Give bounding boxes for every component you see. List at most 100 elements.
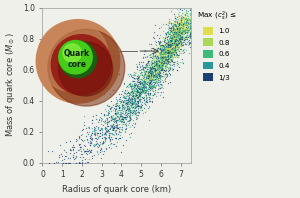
Point: [88, 149, 93, 152]
Point: [97, 129, 102, 132]
Point: [151, 79, 156, 82]
Point: [112, 126, 117, 129]
Point: [160, 50, 165, 53]
Point: [169, 60, 173, 64]
Point: [131, 91, 136, 94]
Point: [152, 57, 156, 60]
Point: [182, 27, 186, 30]
Point: [154, 62, 159, 65]
Point: [168, 27, 173, 30]
Point: [164, 56, 169, 59]
Point: [122, 94, 126, 97]
Point: [172, 34, 177, 38]
Point: [146, 81, 151, 85]
Point: [135, 97, 140, 100]
Point: [158, 63, 163, 66]
Point: [111, 128, 116, 131]
Point: [181, 24, 186, 27]
Point: [158, 64, 162, 67]
Point: [175, 28, 180, 31]
Point: [163, 45, 167, 48]
Point: [142, 102, 146, 105]
Point: [154, 63, 159, 66]
Point: [168, 54, 173, 57]
Point: [152, 76, 157, 79]
Point: [120, 102, 124, 105]
Point: [176, 32, 181, 35]
Point: [162, 61, 167, 64]
Point: [149, 70, 154, 73]
Point: [152, 86, 156, 89]
Point: [175, 45, 179, 48]
Point: [165, 67, 170, 70]
Point: [135, 80, 140, 83]
Point: [169, 50, 173, 53]
Point: [88, 139, 93, 142]
Point: [172, 41, 177, 44]
Point: [177, 26, 182, 29]
Point: [170, 41, 175, 44]
Point: [171, 43, 176, 46]
Point: [152, 61, 157, 65]
Point: [153, 67, 158, 70]
Point: [173, 32, 178, 35]
Point: [108, 124, 113, 127]
Point: [149, 46, 154, 50]
Point: [140, 78, 145, 82]
Point: [175, 28, 179, 31]
Point: [159, 56, 164, 59]
Point: [174, 17, 178, 20]
Point: [107, 137, 112, 141]
Point: [91, 115, 96, 118]
Point: [172, 25, 177, 28]
Point: [152, 53, 157, 56]
Point: [175, 36, 179, 39]
Point: [185, 29, 190, 32]
Point: [134, 93, 139, 96]
Point: [169, 27, 173, 30]
Point: [183, 18, 188, 22]
Point: [131, 76, 136, 79]
Point: [148, 55, 153, 58]
Point: [133, 105, 138, 108]
Point: [181, 30, 185, 33]
Point: [186, 41, 191, 44]
Point: [187, 19, 192, 22]
Point: [137, 87, 142, 90]
Point: [157, 37, 162, 40]
Point: [158, 72, 163, 75]
Point: [141, 89, 146, 92]
Point: [187, 21, 192, 25]
Point: [176, 38, 181, 42]
Point: [155, 59, 160, 62]
Point: [150, 70, 155, 73]
Point: [165, 57, 170, 61]
Point: [159, 25, 164, 29]
Point: [161, 62, 166, 65]
Point: [138, 99, 143, 102]
Point: [181, 26, 185, 29]
Point: [172, 43, 176, 46]
Point: [116, 108, 121, 111]
Point: [89, 138, 94, 141]
Point: [182, 13, 187, 17]
Point: [176, 39, 181, 42]
Point: [168, 42, 173, 45]
Point: [155, 63, 160, 66]
Point: [184, 12, 189, 15]
Point: [157, 80, 161, 83]
Point: [167, 66, 172, 69]
Point: [160, 54, 164, 57]
Point: [172, 45, 177, 48]
Point: [135, 67, 140, 70]
Point: [166, 49, 171, 52]
Point: [137, 100, 142, 103]
Point: [168, 47, 173, 50]
Point: [169, 47, 174, 50]
Point: [166, 48, 171, 51]
Point: [160, 59, 165, 62]
Point: [128, 98, 133, 102]
Point: [163, 54, 167, 57]
Point: [187, 12, 192, 15]
Point: [172, 44, 176, 47]
